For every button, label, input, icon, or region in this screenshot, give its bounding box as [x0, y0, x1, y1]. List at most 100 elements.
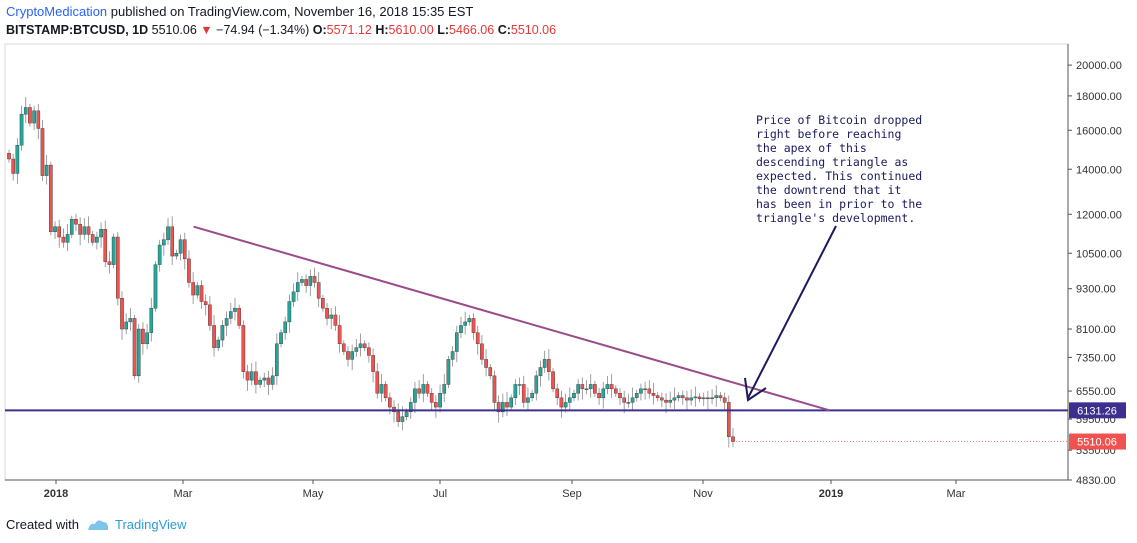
- candle-body: [208, 304, 212, 326]
- candle-body: [685, 397, 689, 401]
- candle-body: [605, 384, 610, 390]
- candle-body: [434, 402, 438, 408]
- candle-body: [731, 436, 735, 442]
- candle-body: [124, 321, 128, 330]
- candle-body: [346, 351, 350, 360]
- candle-body: [714, 395, 719, 399]
- publish-header: CryptoMedication published on TradingVie…: [6, 2, 473, 22]
- candle-body: [693, 396, 698, 399]
- candle-body: [199, 285, 204, 302]
- candle-body: [521, 384, 526, 403]
- candle-body: [471, 318, 476, 333]
- candle-body: [262, 377, 267, 381]
- candle-body: [660, 397, 664, 401]
- candle-body: [651, 393, 656, 396]
- y-tick-label: 18000.00: [1076, 91, 1122, 103]
- candle-body: [362, 343, 367, 348]
- published-text: published on TradingView.com, November 1…: [107, 4, 474, 19]
- candle-body: [157, 244, 162, 265]
- candle-body: [254, 371, 258, 385]
- candle-body: [576, 384, 580, 394]
- candle-body: [580, 384, 585, 390]
- candle-body: [400, 416, 405, 422]
- candle-body: [618, 393, 622, 399]
- footer: Created with TradingView: [6, 516, 187, 534]
- candle-body: [287, 301, 292, 323]
- candle-body: [15, 145, 20, 174]
- candle-body: [49, 164, 53, 233]
- candle-body: [718, 395, 723, 399]
- candle-body: [664, 399, 668, 403]
- candle-body: [283, 321, 288, 333]
- candle-body: [86, 226, 91, 235]
- y-tick-label: 4830.00: [1076, 475, 1116, 487]
- y-tick-label: 7350.00: [1076, 352, 1116, 364]
- candle-body: [710, 397, 714, 400]
- candle-body: [224, 318, 229, 326]
- candle-body: [425, 384, 430, 394]
- last-price-label: 5510.06: [1077, 437, 1117, 449]
- author-link[interactable]: CryptoMedication: [6, 4, 108, 19]
- plot-area[interactable]: [4, 43, 1069, 481]
- candle-body: [484, 359, 488, 368]
- candle-body: [275, 343, 279, 377]
- descending-trendline: [193, 225, 830, 412]
- candle-body: [668, 399, 673, 403]
- candle-body: [44, 164, 49, 176]
- candle-body: [421, 384, 426, 394]
- x-tick-label: Mar: [947, 488, 966, 500]
- candle-body: [630, 397, 635, 403]
- candle-body: [149, 307, 154, 333]
- candle-body: [295, 282, 300, 293]
- candle-body: [7, 153, 11, 160]
- candle-body: [601, 388, 606, 399]
- candle-body: [689, 397, 693, 401]
- candle-body: [614, 388, 618, 394]
- candle-body: [480, 343, 484, 360]
- candle-body: [375, 371, 380, 394]
- candle-body: [534, 375, 539, 394]
- candle-body: [371, 355, 375, 372]
- candle-body: [727, 402, 731, 438]
- candle-body: [279, 332, 283, 345]
- candle-body: [321, 298, 325, 309]
- y-tick-label: 16000.00: [1076, 125, 1122, 137]
- candle-body: [325, 307, 329, 319]
- candle-body: [304, 279, 308, 286]
- candle-body: [174, 253, 179, 257]
- candle-body: [120, 298, 124, 330]
- candle-body: [358, 343, 363, 348]
- candle-body: [517, 384, 522, 386]
- candle-body: [446, 359, 451, 385]
- candle-body: [547, 359, 551, 372]
- candle-body: [526, 397, 530, 403]
- tradingview-logo-icon: [87, 520, 108, 530]
- candle-body: [429, 393, 434, 403]
- close-label: C:: [497, 23, 511, 37]
- candle-body: [36, 110, 41, 129]
- candle-body: [99, 229, 103, 238]
- tradingview-brand-link[interactable]: TradingView: [114, 517, 187, 532]
- high-label: H:: [375, 23, 389, 37]
- candle-body: [145, 332, 149, 345]
- candle-body: [103, 229, 108, 262]
- candle-body: [249, 371, 254, 381]
- candle-body: [697, 396, 702, 399]
- x-tick-label: Sep: [562, 488, 582, 500]
- annotation-text: Price of Bitcoin dropped right before re…: [756, 113, 923, 225]
- candle-body: [367, 347, 371, 356]
- low-label: L:: [437, 23, 450, 37]
- candle-body: [191, 282, 195, 296]
- candle-body: [404, 411, 409, 417]
- y-tick-label: 9300.00: [1076, 284, 1116, 296]
- x-tick-label: 2018: [44, 488, 68, 500]
- candle-body: [212, 325, 216, 348]
- candle-body: [459, 325, 463, 333]
- candle-body: [19, 114, 24, 146]
- candle-body: [467, 318, 472, 323]
- candle-body: [622, 397, 626, 403]
- candle-body: [643, 388, 647, 391]
- candle-body: [170, 226, 175, 257]
- candle-body: [542, 359, 547, 368]
